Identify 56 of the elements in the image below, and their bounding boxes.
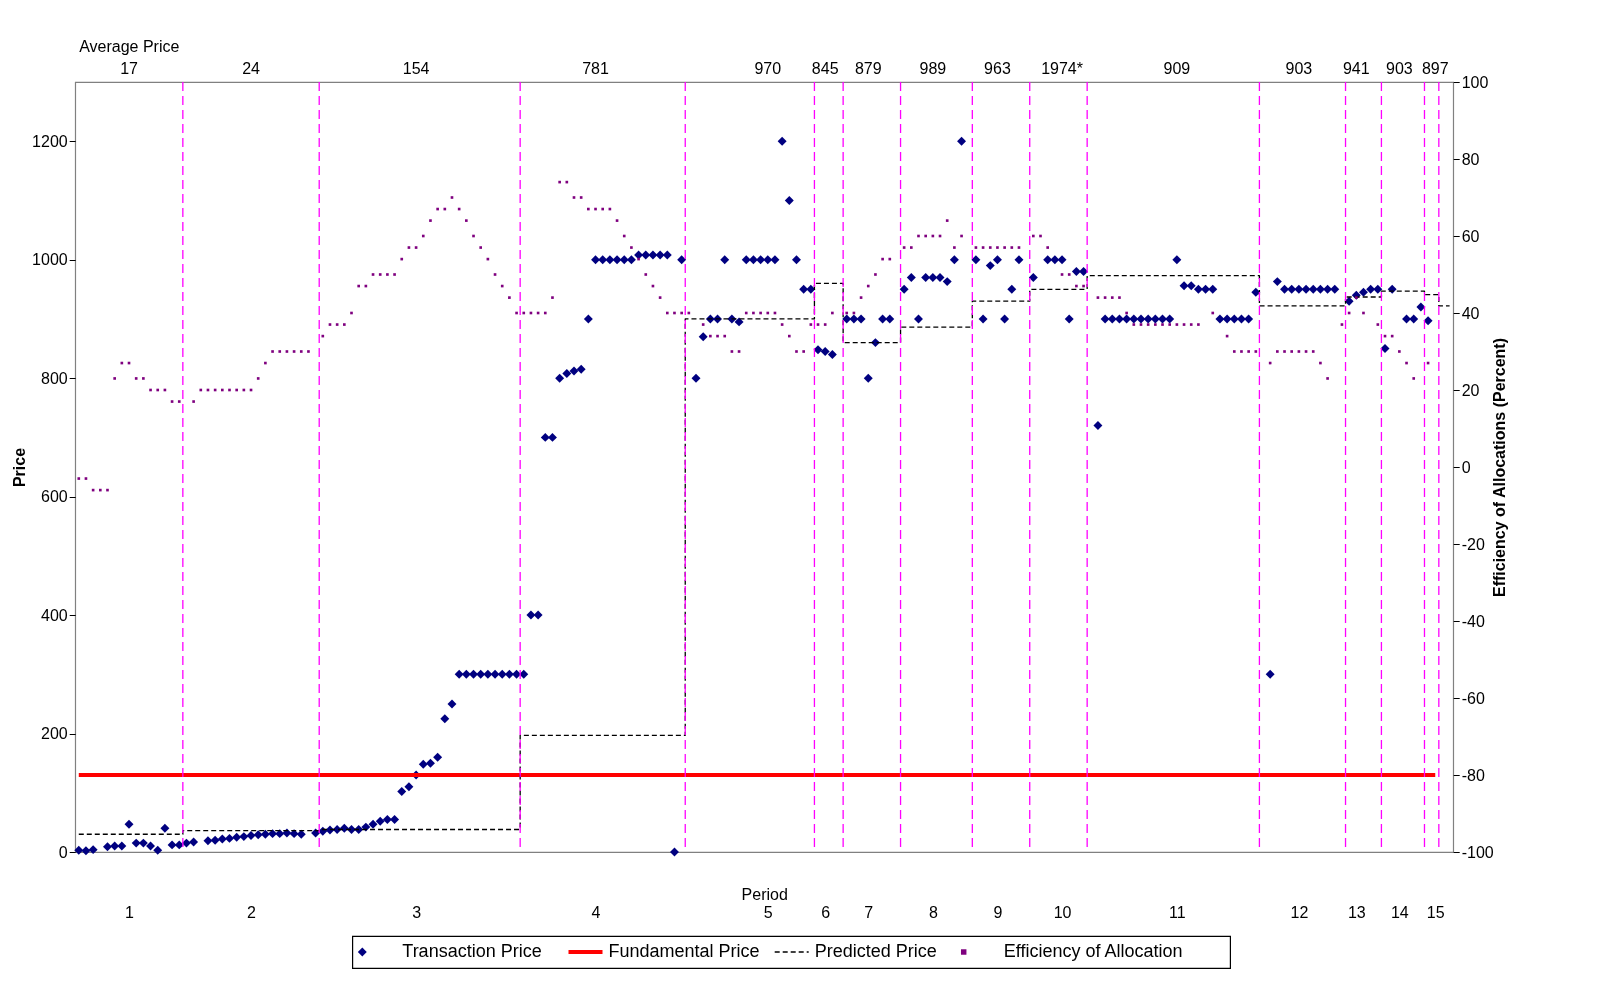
y2-axis-title: Efficiency of Allocations (Percent) bbox=[1490, 337, 1508, 598]
text: 17 bbox=[120, 60, 139, 77]
text: 897 bbox=[1421, 60, 1449, 77]
legend-label: Fundamental Price bbox=[608, 941, 760, 961]
text: 24 bbox=[242, 60, 261, 77]
y-tick-label: 0 bbox=[58, 843, 68, 861]
y-tick-label: 400 bbox=[40, 606, 68, 624]
text: 909 bbox=[1163, 60, 1191, 77]
x-tick-label: 5 bbox=[763, 903, 773, 921]
y-tick-label: 1000 bbox=[32, 251, 68, 269]
y-tick-label: 600 bbox=[40, 488, 68, 506]
x-tick-label: 1 bbox=[125, 903, 135, 921]
y2-tick-label: -100 bbox=[1461, 843, 1494, 861]
x-tick-label: 11 bbox=[1169, 903, 1186, 921]
y-tick-label: 800 bbox=[40, 369, 68, 387]
y2-tick-label: -80 bbox=[1461, 766, 1485, 784]
y2-tick-label: 20 bbox=[1461, 381, 1480, 399]
text: 903 bbox=[1386, 60, 1413, 77]
legend-label: Predicted Price bbox=[814, 941, 937, 961]
x-tick-label: 14 bbox=[1390, 903, 1409, 921]
text: 941 bbox=[1342, 60, 1370, 77]
x-tick-label: 3 bbox=[412, 903, 422, 921]
x-tick-label: 12 bbox=[1290, 903, 1309, 921]
y-tick-label: 1200 bbox=[32, 132, 68, 150]
x-tick-label: 2 bbox=[247, 903, 257, 921]
text: 903 bbox=[1285, 60, 1313, 77]
y-axis-title: Price bbox=[11, 447, 29, 488]
legend-label: Efficiency of Allocation bbox=[1003, 941, 1183, 961]
text: 970 bbox=[754, 60, 782, 77]
x-tick-label: 15 bbox=[1426, 903, 1445, 921]
text: 963 bbox=[984, 60, 1011, 77]
text: 1974* bbox=[1041, 60, 1083, 77]
y2-tick-label: -40 bbox=[1461, 612, 1485, 630]
y2-tick-label: 100 bbox=[1461, 73, 1489, 91]
x-tick-label: 13 bbox=[1347, 903, 1366, 921]
x-tick-label: 6 bbox=[821, 903, 831, 921]
text: Average Price bbox=[79, 38, 180, 55]
y2-tick-label: 60 bbox=[1461, 227, 1480, 245]
y2-tick-label: -60 bbox=[1461, 689, 1485, 707]
y2-tick-label: -20 bbox=[1461, 535, 1485, 553]
text: 781 bbox=[582, 60, 609, 77]
x-tick-label: 7 bbox=[864, 903, 874, 921]
x-tick-label: 8 bbox=[928, 903, 938, 921]
x-tick-label: 10 bbox=[1053, 903, 1072, 921]
text: 845 bbox=[811, 60, 839, 77]
x-axis-title: Period bbox=[741, 885, 788, 903]
y2-tick-label: 0 bbox=[1461, 458, 1471, 476]
legend-label: Transaction Price bbox=[402, 941, 542, 961]
y-tick-label: 200 bbox=[40, 725, 68, 743]
x-tick-label: 9 bbox=[993, 903, 1003, 921]
x-tick-label: 4 bbox=[591, 903, 601, 921]
y2-tick-label: 40 bbox=[1461, 304, 1480, 322]
text: 154 bbox=[402, 60, 430, 77]
y2-tick-label: 80 bbox=[1461, 150, 1480, 168]
text: 879 bbox=[854, 60, 882, 77]
text: 989 bbox=[919, 60, 947, 77]
